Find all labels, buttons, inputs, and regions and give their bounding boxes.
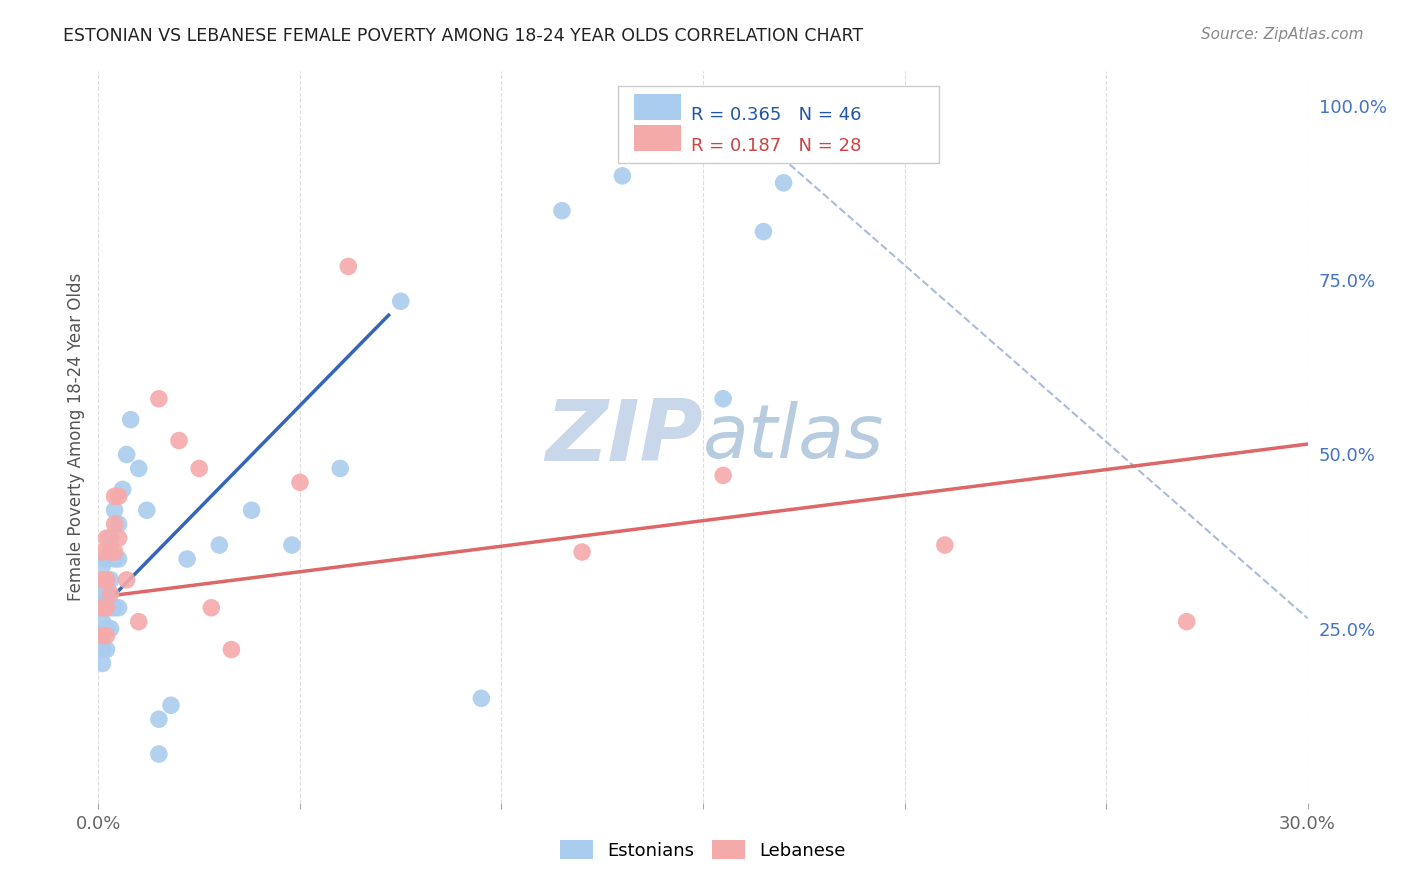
Point <box>103 545 125 559</box>
Point <box>91 615 114 629</box>
Point <box>100 600 122 615</box>
Point <box>612 169 634 183</box>
Point <box>107 552 129 566</box>
Point <box>96 573 118 587</box>
Point <box>115 573 138 587</box>
FancyBboxPatch shape <box>619 86 939 163</box>
Point <box>281 538 304 552</box>
Point <box>470 691 492 706</box>
Point <box>96 600 118 615</box>
Point <box>389 294 412 309</box>
Point <box>96 600 118 615</box>
Text: R = 0.365   N = 46: R = 0.365 N = 46 <box>690 106 862 124</box>
FancyBboxPatch shape <box>634 125 682 151</box>
Text: atlas: atlas <box>703 401 884 473</box>
Point <box>91 600 114 615</box>
Y-axis label: Female Poverty Among 18-24 Year Olds: Female Poverty Among 18-24 Year Olds <box>66 273 84 601</box>
Point <box>100 545 122 559</box>
Point <box>148 392 170 406</box>
Point <box>188 461 211 475</box>
Point <box>96 531 118 545</box>
Point <box>551 203 574 218</box>
Point <box>148 747 170 761</box>
Point <box>103 552 125 566</box>
Point <box>96 629 118 643</box>
Point <box>91 642 114 657</box>
Point <box>711 392 734 406</box>
Point <box>672 134 695 148</box>
Point <box>793 120 815 134</box>
Point <box>711 468 734 483</box>
Text: ESTONIAN VS LEBANESE FEMALE POVERTY AMONG 18-24 YEAR OLDS CORRELATION CHART: ESTONIAN VS LEBANESE FEMALE POVERTY AMON… <box>63 27 863 45</box>
Legend: Estonians, Lebanese: Estonians, Lebanese <box>553 833 853 867</box>
Point <box>100 573 122 587</box>
Point <box>160 698 183 713</box>
Point <box>934 538 956 552</box>
Point <box>111 483 134 497</box>
Point <box>128 615 150 629</box>
Point <box>91 545 114 559</box>
Point <box>240 503 263 517</box>
Point <box>167 434 190 448</box>
Point <box>337 260 360 274</box>
Point <box>772 176 794 190</box>
Point <box>571 545 593 559</box>
Point <box>91 600 114 615</box>
Point <box>107 489 129 503</box>
Point <box>91 573 114 587</box>
Point <box>107 531 129 545</box>
Point <box>96 573 118 587</box>
Point <box>329 461 352 475</box>
Point <box>103 600 125 615</box>
FancyBboxPatch shape <box>634 94 682 120</box>
Text: Source: ZipAtlas.com: Source: ZipAtlas.com <box>1201 27 1364 42</box>
Point <box>91 558 114 573</box>
Point <box>208 538 231 552</box>
Point <box>91 629 114 643</box>
Point <box>103 489 125 503</box>
Point <box>100 587 122 601</box>
Point <box>107 600 129 615</box>
Point <box>135 503 157 517</box>
Point <box>96 587 118 601</box>
Point <box>91 587 114 601</box>
Point <box>91 573 114 587</box>
Text: ZIP: ZIP <box>546 395 703 479</box>
Point <box>1175 615 1198 629</box>
Point <box>752 225 775 239</box>
Point <box>100 531 122 545</box>
Point <box>103 517 125 532</box>
Point <box>128 461 150 475</box>
Point <box>96 552 118 566</box>
Text: R = 0.187   N = 28: R = 0.187 N = 28 <box>690 137 862 155</box>
Point <box>100 622 122 636</box>
Point <box>288 475 311 490</box>
Point <box>115 448 138 462</box>
Point <box>107 517 129 532</box>
Point <box>91 657 114 671</box>
Point <box>176 552 198 566</box>
Point <box>221 642 243 657</box>
Point <box>96 622 118 636</box>
Point <box>148 712 170 726</box>
Point <box>103 503 125 517</box>
Point <box>91 629 114 643</box>
Point <box>120 412 142 426</box>
Point <box>200 600 222 615</box>
Point <box>96 642 118 657</box>
